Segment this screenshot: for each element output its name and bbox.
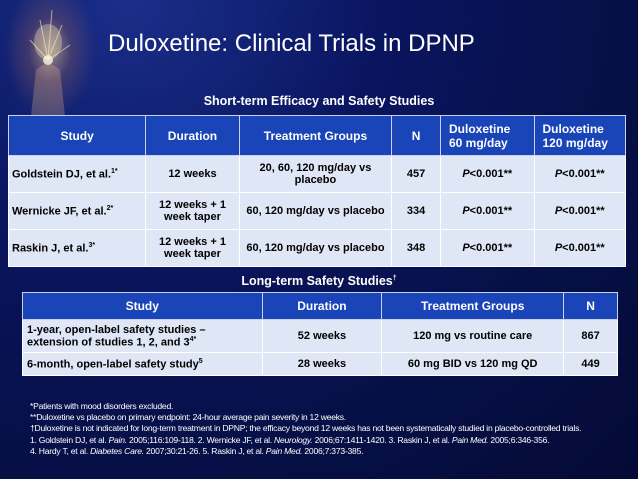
long-term-heading: Long-term Safety Studies† — [0, 274, 638, 288]
header-duloxetine-120: Duloxetine 120 mg/day — [533, 115, 626, 156]
p-value: <0.001** — [562, 205, 605, 217]
references-line-1: 1. Goldstein DJ, et al. Pain. 2005;116:1… — [30, 434, 550, 445]
p60-cell: P<0.001** — [439, 155, 535, 193]
p-value: <0.001** — [469, 168, 513, 180]
p-symbol: P — [554, 242, 563, 254]
study-cell: 6-month, open-label safety study5 — [22, 352, 263, 376]
study-name: Raskin J, et al. — [12, 242, 89, 255]
study-cell: 1-year, open-label safety studies – exte… — [22, 319, 263, 353]
treatment-cell: 60 mg BID vs 120 mg QD — [381, 352, 565, 376]
header-treatment-groups: Treatment Groups — [381, 292, 565, 320]
study-ref: 5 — [198, 357, 203, 365]
n-cell: 457 — [391, 155, 441, 193]
p120-cell: P<0.001** — [533, 192, 626, 230]
short-term-table: Study Duration Treatment Groups N Duloxe… — [7, 115, 626, 267]
study-cell: Raskin J, et al.3* — [7, 229, 147, 267]
footnote-primary-endpoint: **Duloxetine vs placebo on primary endpo… — [30, 412, 346, 423]
long-term-heading-dagger: † — [392, 274, 397, 282]
table-row: Goldstein DJ, et al.1* 12 weeks 20, 60, … — [7, 155, 626, 193]
study-ref: 4* — [189, 335, 197, 343]
p120-cell: P<0.001** — [533, 155, 626, 193]
table-row: Raskin J, et al.3* 12 weeks + 1 week tap… — [7, 229, 626, 267]
p-value: <0.001** — [562, 168, 605, 180]
duration-cell: 52 weeks — [261, 319, 383, 353]
study-name: 1-year, open-label safety studies – exte… — [27, 323, 206, 349]
long-term-heading-text: Long-term Safety Studies — [241, 274, 393, 288]
p-symbol: P — [554, 168, 563, 180]
n-cell: 867 — [563, 319, 618, 353]
p60-cell: P<0.001** — [439, 192, 535, 230]
header-dul120-line2: 120 mg/day — [542, 135, 608, 150]
header-dul60-line2: 60 mg/day — [448, 135, 508, 150]
duration-cell: 12 weeks + 1 week taper — [145, 192, 240, 230]
glowing-figure-image — [0, 0, 100, 125]
header-study: Study — [7, 115, 147, 156]
header-dul120-line1: Duloxetine — [542, 121, 604, 136]
short-term-heading: Short-term Efficacy and Safety Studies — [203, 94, 435, 108]
header-n: N — [563, 292, 618, 320]
header-duloxetine-60: Duloxetine 60 mg/day — [439, 115, 535, 156]
duration-cell: 12 weeks + 1 week taper — [145, 229, 240, 267]
treatment-cell: 60, 120 mg/day vs placebo — [238, 192, 393, 230]
table-row: 1-year, open-label safety studies – exte… — [22, 319, 618, 353]
p-value: <0.001** — [469, 242, 513, 254]
footnote-long-term: †Duloxetine is not indicated for long-te… — [30, 423, 582, 434]
n-cell: 449 — [563, 352, 618, 376]
p120-cell: P<0.001** — [533, 229, 626, 267]
study-name: 6-month, open-label safety study — [27, 358, 199, 371]
table-header-row: Study Duration Treatment Groups N Duloxe… — [7, 115, 626, 156]
treatment-cell: 120 mg vs routine care — [381, 319, 565, 353]
study-cell: Goldstein DJ, et al.1* — [7, 155, 147, 193]
n-cell: 348 — [391, 229, 441, 267]
study-ref: 1* — [111, 167, 118, 175]
p-symbol: P — [554, 205, 563, 217]
p60-cell: P<0.001** — [439, 229, 535, 267]
footnote-mood: *Patients with mood disorders excluded. — [30, 401, 174, 411]
study-ref: 2* — [106, 204, 114, 212]
p-symbol: P — [462, 168, 470, 180]
p-symbol: P — [462, 205, 470, 217]
treatment-cell: 60, 120 mg/day vs placebo — [238, 229, 393, 267]
duration-cell: 12 weeks — [145, 155, 240, 193]
p-value: <0.001** — [562, 242, 605, 254]
header-n: N — [391, 115, 441, 156]
footnotes: *Patients with mood disorders excluded. … — [30, 401, 630, 457]
long-term-table: Study Duration Treatment Groups N 1-year… — [22, 292, 618, 376]
duration-cell: 28 weeks — [261, 352, 383, 376]
header-treatment-groups: Treatment Groups — [238, 115, 393, 156]
table-header-row: Study Duration Treatment Groups N — [22, 292, 618, 320]
study-cell: Wernicke JF, et al.2* — [7, 192, 147, 230]
references-line-2: 4. Hardy T, et al. Diabetes Care. 2007;3… — [30, 445, 364, 456]
p-value: <0.001** — [469, 205, 513, 217]
treatment-cell: 20, 60, 120 mg/day vs placebo — [238, 155, 393, 193]
study-name: Goldstein DJ, et al. — [12, 168, 112, 181]
header-duration: Duration — [261, 292, 383, 320]
p-symbol: P — [462, 242, 470, 254]
study-ref: 3* — [88, 241, 96, 249]
header-duration: Duration — [145, 115, 240, 156]
table-row: 6-month, open-label safety study5 28 wee… — [22, 352, 618, 376]
slide-title: Duloxetine: Clinical Trials in DPNP — [108, 30, 475, 57]
header-dul60-line1: Duloxetine — [448, 121, 511, 136]
study-name: Wernicke JF, et al. — [12, 205, 107, 218]
n-cell: 334 — [391, 192, 441, 230]
header-study: Study — [22, 292, 263, 320]
table-row: Wernicke JF, et al.2* 12 weeks + 1 week … — [7, 192, 626, 230]
